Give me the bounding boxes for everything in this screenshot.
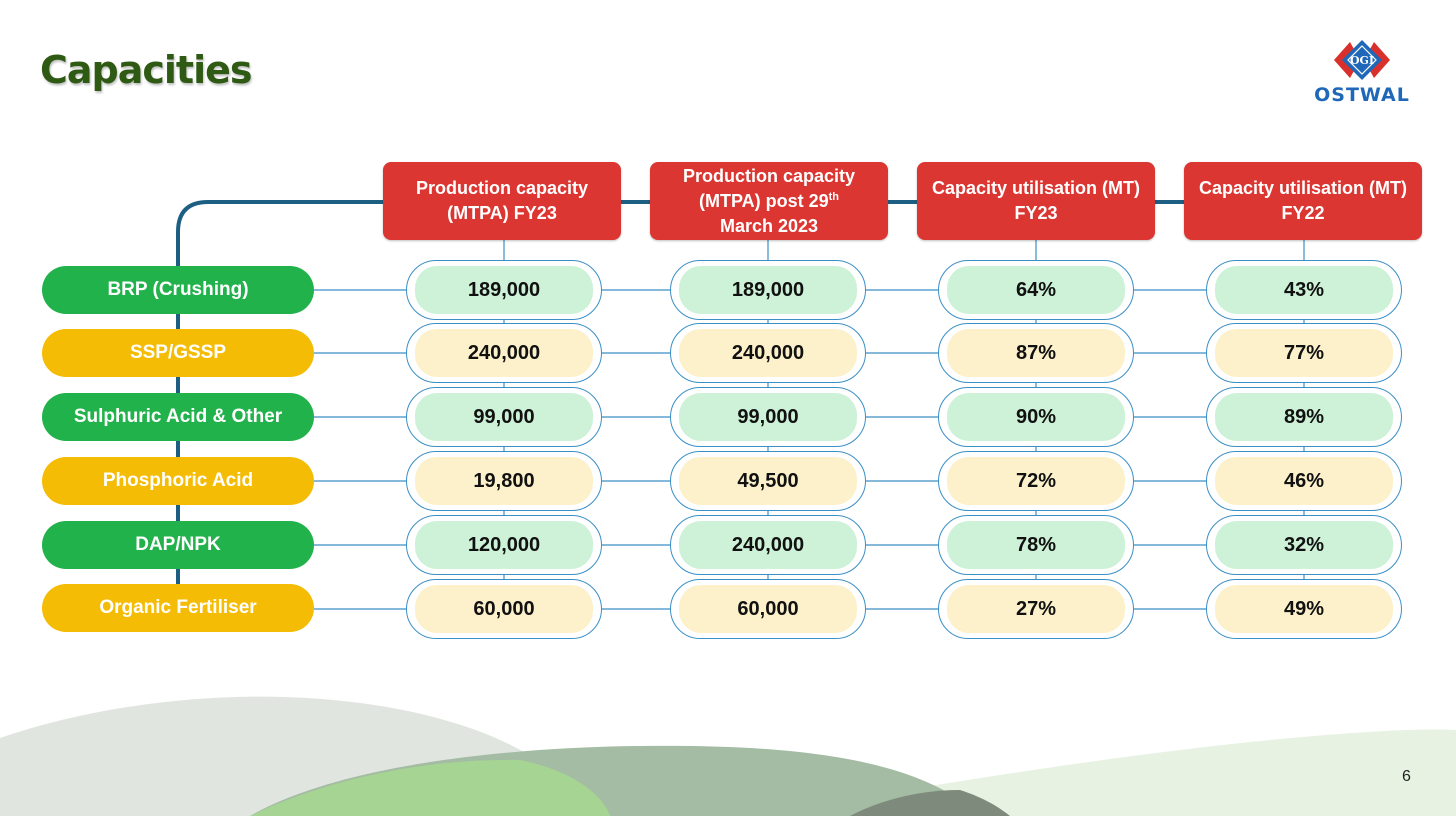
ogi-diamond-icon: OGI [1334, 40, 1390, 80]
value-cell-text: 77% [1215, 329, 1393, 377]
value-cell-text: 240,000 [415, 329, 593, 377]
value-cell-text: 19,800 [415, 457, 593, 505]
row-label-6: Organic Fertiliser [42, 584, 314, 632]
value-cell: 19,800 [406, 451, 602, 511]
value-cell-text: 32% [1215, 521, 1393, 569]
column-header-2: Production capacity (MTPA) post 29th Marc… [650, 162, 888, 240]
value-cell-text: 87% [947, 329, 1125, 377]
column-header-label: Production capacity (MTPA) post 29th Marc… [650, 164, 888, 239]
company-logo: OGI OSTWAL [1300, 38, 1424, 112]
column-header-3: Capacity utilisation (MT) FY23 [917, 162, 1155, 240]
value-cell: 60,000 [670, 579, 866, 639]
value-cell: 240,000 [670, 515, 866, 575]
value-cell-text: 43% [1215, 266, 1393, 314]
logo-mark-text: OGI [1350, 54, 1374, 67]
value-cell: 27% [938, 579, 1134, 639]
value-cell: 49% [1206, 579, 1402, 639]
value-cell: 87% [938, 323, 1134, 383]
value-cell: 99,000 [406, 387, 602, 447]
value-cell: 99,000 [670, 387, 866, 447]
value-cell: 32% [1206, 515, 1402, 575]
value-cell: 77% [1206, 323, 1402, 383]
value-cell-text: 120,000 [415, 521, 593, 569]
value-cell: 240,000 [406, 323, 602, 383]
value-cell: 49,500 [670, 451, 866, 511]
value-cell-text: 189,000 [679, 266, 857, 314]
page-number: 6 [1402, 768, 1411, 785]
value-cell: 60,000 [406, 579, 602, 639]
value-cell: 78% [938, 515, 1134, 575]
value-cell-text: 49,500 [679, 457, 857, 505]
column-header-label-main: Production capacity (MTPA) post 29 [682, 165, 856, 211]
value-cell-text: 89% [1215, 393, 1393, 441]
value-cell: 120,000 [406, 515, 602, 575]
value-cell: 189,000 [406, 260, 602, 320]
value-cell-text: 64% [947, 266, 1125, 314]
page-title: Capacities [40, 48, 253, 92]
column-header-label-end: March 2023 [719, 215, 819, 236]
column-header-label: Production capacity (MTPA) FY23 [415, 178, 589, 223]
value-cell-text: 90% [947, 393, 1125, 441]
value-cell: 189,000 [670, 260, 866, 320]
value-cell-text: 240,000 [679, 521, 857, 569]
value-cell: 64% [938, 260, 1134, 320]
value-cell-text: 99,000 [415, 393, 593, 441]
value-cell-text: 72% [947, 457, 1125, 505]
value-cell-text: 27% [947, 585, 1125, 633]
value-cell-text: 189,000 [415, 266, 593, 314]
row-label-3: Sulphuric Acid & Other [42, 393, 314, 441]
row-label-5: DAP/NPK [42, 521, 314, 569]
value-cell-text: 46% [1215, 457, 1393, 505]
value-cell-text: 60,000 [415, 585, 593, 633]
value-cell-text: 99,000 [679, 393, 857, 441]
value-cell: 46% [1206, 451, 1402, 511]
value-cell-text: 78% [947, 521, 1125, 569]
value-cell-text: 60,000 [679, 585, 857, 633]
row-label-2: SSP/GSSP [42, 329, 314, 377]
column-header-label: Capacity utilisation (MT) FY23 [931, 178, 1140, 223]
value-cell-text: 240,000 [679, 329, 857, 377]
logo-wordmark: OSTWAL [1314, 84, 1410, 106]
column-header-label: Capacity utilisation (MT) FY22 [1198, 178, 1407, 223]
column-header-4: Capacity utilisation (MT) FY22 [1184, 162, 1422, 240]
value-cell-text: 49% [1215, 585, 1393, 633]
row-label-4: Phosphoric Acid [42, 457, 314, 505]
row-label-1: BRP (Crushing) [42, 266, 314, 314]
column-header-1: Production capacity (MTPA) FY23 [383, 162, 621, 240]
value-cell: 72% [938, 451, 1134, 511]
value-cell: 89% [1206, 387, 1402, 447]
value-cell: 240,000 [670, 323, 866, 383]
column-header-label-sup: th [828, 190, 840, 203]
value-cell: 43% [1206, 260, 1402, 320]
value-cell: 90% [938, 387, 1134, 447]
